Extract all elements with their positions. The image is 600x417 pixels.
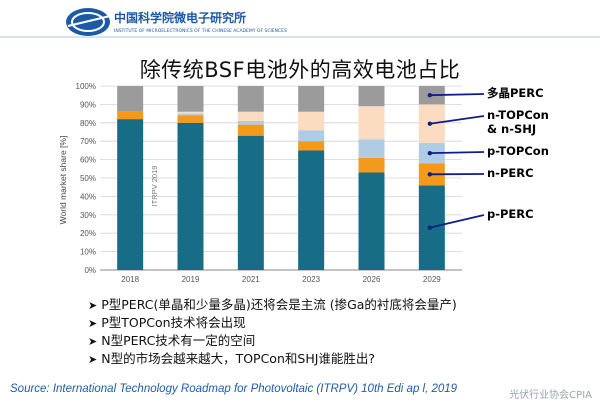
bar-segment-n-perc [298,141,325,151]
bar-segment-p-perc [298,150,325,270]
bullet-text: P型PERC(单晶和少量多晶)还将会是主流 (掺Ga的衬底将会量产) [101,297,457,312]
bar-segment-p-perc [177,122,204,270]
bar-segment-p-perc [358,172,385,270]
bullet-list: ➤ P型PERC(单晶和少量多晶)还将会是主流 (掺Ga的衬底将会量产) ➤ P型T… [88,296,457,368]
bar-segment-n-perc [358,157,385,173]
bullet-item: ➤ P型PERC(单晶和少量多晶)还将会是主流 (掺Ga的衬底将会量产) [88,296,457,314]
bar-segment-n-perc [237,124,264,136]
legend-pointer-dot [427,172,433,177]
source-citation: Source: International Technology Roadmap… [10,383,458,395]
bar-segment--perc [237,86,264,112]
y-tick-label: 0% [84,266,96,275]
bar-segment--perc [117,86,144,112]
x-tick-label: 2021 [242,275,260,284]
legend-label: & n-SHJ [487,122,536,136]
y-tick-label: 30% [80,211,96,220]
bar-segment-p-topcon [358,139,385,158]
legend-pointer [429,115,485,125]
bar-segment-n-topcon-n-shj [298,111,325,131]
bar-segment-p-perc [237,135,264,270]
header-divider [0,36,600,38]
y-tick-label: 80% [80,119,96,128]
bullet-text: P型TOPCon技术将会出现 [101,315,246,330]
legend-label: p-PERC [487,207,534,221]
legend-pointer-dot [427,225,433,230]
org-subtitle: INSTITUTE OF MICROELECTRONICS OF THE CHI… [114,28,287,34]
bar-segment-p-topcon [237,120,264,125]
legend-pointer-dot [427,121,433,126]
bar-segment--perc [358,86,385,107]
chart-title: 除传统BSF电池外的高效电池占比 [139,58,461,82]
legend-pointer [429,151,485,155]
legend-pointer-dot [427,150,433,156]
y-tick-label: 10% [80,248,96,257]
legend-label: n-PERC [487,166,534,180]
chart-watermark: ITRPV 2019 [150,166,159,207]
legend-label: n-TOPCon [487,108,549,122]
bar-segment-n-topcon-n-shj [358,106,385,140]
bar-segment-n-perc [177,115,204,123]
bar-segment--perc [177,86,204,112]
bullet-text: N型PERC技术有一定的空间 [101,333,256,348]
y-tick-label: 40% [80,192,96,201]
header: 中国科学院微电子研究所 INSTITUTE OF MICROELECTRONIC… [0,0,600,44]
y-tick-label: 20% [80,229,96,238]
org-name: 中国科学院微电子研究所 [114,10,246,25]
legend-label: p-TOPCon [487,144,549,158]
bar-segment-n-perc [117,111,144,120]
x-tick-label: 2019 [182,275,200,284]
y-tick-label: 70% [80,137,96,146]
legend-pointer-dot [427,93,433,98]
legend-label: 多晶PERC [487,86,544,100]
header-graphic: 中国科学院微电子研究所 INSTITUTE OF MICROELECTRONIC… [0,8,600,38]
bullet-arrow: ➤ [88,299,98,312]
y-axis-label: World market share [%] [58,136,68,225]
logo-icon [66,8,111,36]
y-tick-label: 50% [80,174,96,183]
legend-pointer [429,93,485,97]
bar-segment-n-topcon-n-shj [237,111,264,121]
x-tick-label: 2018 [121,275,139,284]
bar-segment-n-topcon-n-shj [177,111,204,114]
x-tick-label: 2029 [423,275,441,284]
bullet-arrow: ➤ [88,335,98,348]
wechat-watermark: 光伏行业协会CPIA [509,390,592,401]
bar-segment--perc [298,86,325,112]
bullet-arrow: ➤ [88,317,98,330]
bullet-arrow: ➤ [88,353,98,366]
bullet-item: ➤ P型TOPCon技术将会出现 [88,314,457,332]
bullet-item: ➤ N型的市场会越来越大，TOPCon和SHJ谁能胜出? [88,350,457,368]
bar-segment-p-topcon [298,130,325,142]
x-tick-label: 2023 [302,275,320,284]
bullet-item: ➤ N型PERC技术有一定的空间 [88,332,457,350]
bar-segment-p-topcon [177,113,204,116]
y-tick-label: 100% [76,82,96,91]
bar-segment-p-perc [117,119,144,271]
y-tick-label: 60% [80,156,96,165]
x-tick-label: 2026 [363,275,381,284]
legend-pointer [429,214,485,229]
y-tick-label: 90% [80,100,96,109]
bullet-text: N型的市场会越来越大，TOPCon和SHJ谁能胜出? [101,351,376,366]
